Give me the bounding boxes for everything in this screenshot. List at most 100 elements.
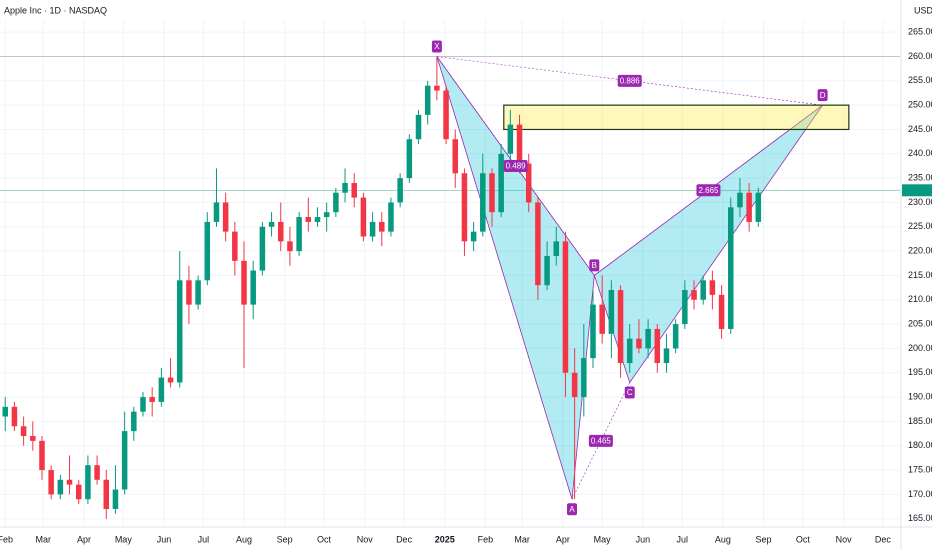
y-tick-label: 240.00 (908, 148, 932, 158)
x-tick-label: Jul (676, 534, 688, 544)
candle-body (57, 479, 64, 495)
candle-body (176, 280, 183, 383)
candle-body (535, 202, 541, 286)
candle-body (470, 231, 477, 242)
candle-body (461, 173, 468, 242)
y-tick-label: 190.00 (908, 391, 932, 401)
x-tick-label: Feb (0, 534, 13, 544)
candle-body (39, 440, 45, 471)
candle-body (278, 221, 284, 242)
x-tick-label: May (594, 534, 612, 544)
y-tick-label: 255.00 (908, 75, 932, 85)
candle-body (571, 372, 578, 398)
x-tick-label: Sep (277, 534, 293, 544)
candle-body (48, 470, 54, 495)
ratio-badge (503, 159, 528, 172)
candle-body (323, 212, 330, 218)
y-tick-label: 265.00 (908, 27, 932, 37)
x-tick-label: Jul (198, 534, 210, 544)
candle-body (204, 221, 211, 281)
y-tick-label: 260.00 (908, 51, 932, 61)
candle-body (709, 280, 716, 295)
y-tick-label: 250.00 (908, 100, 932, 110)
candle-body (553, 241, 560, 256)
last-price-tag (902, 184, 932, 197)
candle-body (672, 324, 679, 349)
y-tick-label: 205.00 (908, 318, 932, 328)
candle-body (241, 260, 247, 305)
x-tick-label: Mar (514, 534, 530, 544)
pattern-ratio-line (594, 104, 823, 276)
candle-body (636, 338, 642, 349)
x-tick-label: Dec (396, 534, 413, 544)
candle-body (406, 139, 413, 179)
ratio-badge (696, 184, 721, 197)
candle-body (131, 411, 137, 432)
x-tick-label: Oct (317, 534, 332, 544)
x-tick-label: Oct (796, 534, 811, 544)
x-tick-label: Mar (36, 534, 52, 544)
candle-body (590, 304, 596, 359)
x-tick-label: May (115, 534, 133, 544)
point-label: D (820, 91, 826, 100)
candle-body (66, 479, 73, 485)
candle-body (608, 290, 615, 334)
candle-body (718, 294, 725, 329)
candle-body (112, 489, 119, 509)
candle-body (140, 397, 146, 412)
candle-body (480, 173, 486, 232)
y-tick-label: 210.00 (908, 294, 932, 304)
y-tick-label: 235.00 (908, 173, 932, 183)
candle-body (599, 304, 605, 334)
y-tick-label: 175.00 (908, 464, 932, 474)
y-tick-label: 165.00 (908, 513, 932, 523)
point-badge (589, 259, 600, 272)
candle-body (305, 217, 312, 222)
x-tick-label: Jun (157, 534, 172, 544)
candle-body (498, 153, 504, 213)
candle-body (259, 226, 266, 271)
x-tick-label: 2025 (435, 534, 455, 544)
candle-body (213, 202, 220, 222)
point-label: A (569, 505, 575, 514)
chart-title: Apple Inc · 1D · NASDAQ (4, 5, 107, 15)
candle-body (507, 124, 514, 154)
candle-body (314, 217, 321, 222)
y-tick-label: 225.00 (908, 221, 932, 231)
candle-body (121, 431, 128, 490)
candle-body (2, 406, 9, 417)
candle-body (250, 270, 256, 305)
candle-body (186, 280, 192, 305)
pattern-ratio-line (436, 56, 595, 276)
point-label: X (434, 42, 440, 51)
candle-body (728, 207, 734, 329)
candle-body (562, 241, 569, 373)
ratio-label: 0.886 (620, 76, 641, 85)
candle-body (167, 377, 174, 383)
candle-body (30, 435, 36, 441)
candle-body (516, 124, 523, 164)
candle-body (342, 182, 348, 193)
candle-body (645, 328, 651, 349)
candle-body (369, 221, 376, 237)
candle-body (103, 479, 110, 509)
y-tick-label: 220.00 (908, 245, 932, 255)
candle-body (397, 178, 403, 203)
candle-body (360, 197, 367, 237)
target-zone (503, 104, 850, 131)
candle-body (232, 231, 238, 261)
candle-body (544, 255, 550, 286)
candle-body (94, 465, 100, 480)
x-tick-label: Sep (756, 534, 772, 544)
y-tick-label: 230.00 (908, 197, 932, 207)
x-tick-label: Nov (357, 534, 374, 544)
y-tick-label: 185.00 (908, 416, 932, 426)
candle-body (746, 192, 752, 222)
x-tick-label: Feb (478, 534, 494, 544)
candle-body (654, 328, 661, 364)
currency-label: USD (914, 5, 932, 15)
candle-body (443, 90, 449, 140)
candle-body (626, 338, 633, 364)
ratio-label: 2.665 (698, 186, 719, 195)
